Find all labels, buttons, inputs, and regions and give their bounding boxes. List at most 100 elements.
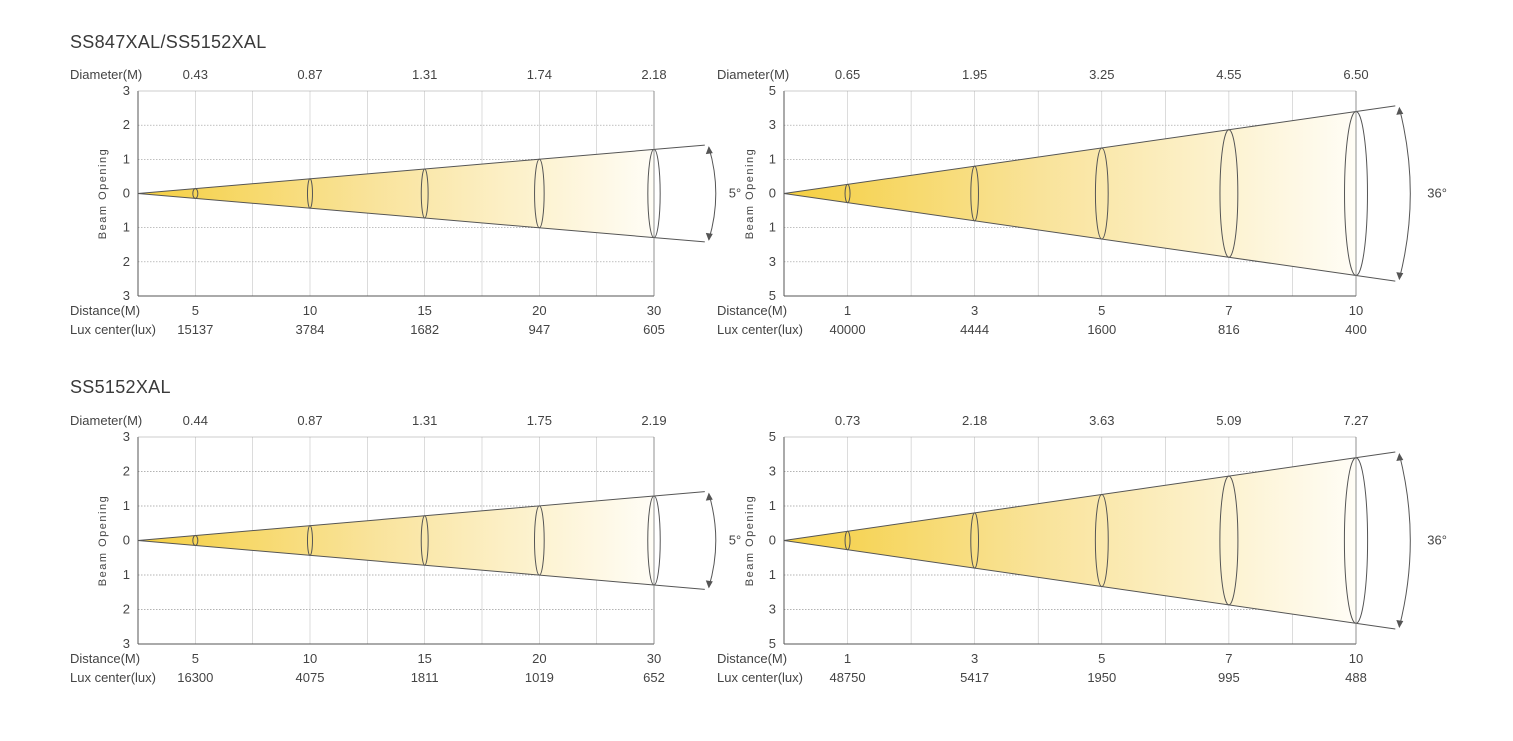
beam-cross-section <box>420 168 429 219</box>
distance-value: 10 <box>303 303 317 318</box>
y-tick-label: 3 <box>769 254 776 269</box>
diameter-value: 1.74 <box>527 67 552 82</box>
angle-arrow-bottom <box>705 232 713 241</box>
distance-value: 10 <box>1349 303 1363 318</box>
diameter-value: 5.09 <box>1216 413 1241 428</box>
y-tick-label: 2 <box>123 254 130 269</box>
lux-value: 816 <box>1218 322 1240 337</box>
beam-cross-section <box>192 535 199 546</box>
beam-cross-section <box>420 515 429 566</box>
y-tick-label: 1 <box>769 567 776 582</box>
distance-value: 7 <box>1225 303 1232 318</box>
y-tick-label: 3 <box>769 117 776 132</box>
distance-value: 5 <box>192 651 199 666</box>
y-tick-label: 3 <box>123 636 130 651</box>
y-tick-label: 1 <box>769 498 776 513</box>
diameter-value: 1.31 <box>412 67 437 82</box>
beam-cross-section <box>844 183 851 204</box>
diameter-label: Diameter(M) <box>70 413 142 428</box>
distance-label: Distance(M) <box>717 303 787 318</box>
lux-value: 1950 <box>1087 670 1116 685</box>
distance-value: 15 <box>417 303 431 318</box>
y-tick-label: 5 <box>769 83 776 98</box>
diameter-value: 4.55 <box>1216 67 1241 82</box>
beam-cross-section <box>306 178 313 209</box>
diameter-value: 0.65 <box>835 67 860 82</box>
distance-value: 15 <box>417 651 431 666</box>
lux-value: 48750 <box>829 670 865 685</box>
lux-value: 3784 <box>296 322 325 337</box>
diameter-value: 0.44 <box>183 413 208 428</box>
diameter-value: 1.75 <box>527 413 552 428</box>
beam-cross-section <box>192 188 199 199</box>
distance-value: 5 <box>1098 651 1105 666</box>
lux-label: Lux center(lux) <box>717 670 803 685</box>
diameter-value: 0.87 <box>297 67 322 82</box>
y-tick-label: 3 <box>123 288 130 303</box>
diameter-value: 3.25 <box>1089 67 1114 82</box>
beam-angle-label: 36° <box>1427 533 1447 548</box>
beam-opening-label: Beam Opening <box>97 495 109 586</box>
beam-cross-section <box>1219 475 1239 606</box>
lux-value: 1600 <box>1087 322 1116 337</box>
angle-arrow-top <box>705 492 713 501</box>
distance-label: Distance(M) <box>70 303 140 318</box>
diameter-value: 0.87 <box>297 413 322 428</box>
diameter-value: 0.73 <box>835 413 860 428</box>
y-tick-label: 0 <box>123 186 130 201</box>
beam-edge-upper <box>783 105 1396 194</box>
beam-cone <box>138 149 654 238</box>
y-tick-label: 2 <box>123 464 130 479</box>
y-tick-label: 2 <box>123 117 130 132</box>
diameter-value: 2.19 <box>641 413 666 428</box>
y-tick-label: 0 <box>769 186 776 201</box>
beam-angle-label: 5° <box>729 533 741 548</box>
beam-cross-section <box>1219 129 1239 258</box>
distance-value: 1 <box>844 651 851 666</box>
diameter-label: Diameter(M) <box>70 67 142 82</box>
distance-label: Distance(M) <box>70 651 140 666</box>
diameter-value: 3.63 <box>1089 413 1114 428</box>
beam-cone <box>784 457 1356 624</box>
y-tick-label: 1 <box>769 151 776 166</box>
section-title: SS847XAL/SS5152XAL <box>70 32 267 52</box>
beam-cross-section <box>844 530 851 551</box>
lux-value: 400 <box>1345 322 1367 337</box>
angle-arrow-top <box>1396 453 1404 462</box>
beam-edge-lower <box>783 193 1396 282</box>
beam-edge-upper <box>783 451 1396 541</box>
y-tick-label: 5 <box>769 288 776 303</box>
beam-edge-upper <box>137 144 705 194</box>
distance-value: 10 <box>303 651 317 666</box>
beam-opening-label: Beam Opening <box>744 495 756 586</box>
beam-cross-section <box>970 165 979 222</box>
lux-label: Lux center(lux) <box>717 322 803 337</box>
lux-value: 947 <box>528 322 550 337</box>
section-title: SS5152XAL <box>70 377 171 397</box>
beam-cross-section <box>306 525 313 556</box>
angle-arrow-top <box>705 146 713 155</box>
y-tick-label: 1 <box>123 567 130 582</box>
y-tick-label: 2 <box>123 602 130 617</box>
angle-arc <box>1398 107 1411 280</box>
distance-value: 10 <box>1349 651 1363 666</box>
distance-value: 1 <box>844 303 851 318</box>
beam-cross-section <box>533 505 545 576</box>
distance-value: 5 <box>1098 303 1105 318</box>
distance-value: 5 <box>192 303 199 318</box>
angle-arrow-bottom <box>705 580 713 589</box>
distance-value: 20 <box>532 303 546 318</box>
lux-value: 4075 <box>296 670 325 685</box>
y-tick-label: 3 <box>123 429 130 444</box>
y-tick-label: 1 <box>769 220 776 235</box>
beam-angle-label: 36° <box>1427 186 1447 201</box>
diameter-value: 1.31 <box>412 413 437 428</box>
distance-label: Distance(M) <box>717 651 787 666</box>
beam-cross-section <box>1094 147 1109 240</box>
lux-value: 605 <box>643 322 665 337</box>
lux-value: 995 <box>1218 670 1240 685</box>
beam-cone <box>784 111 1356 276</box>
